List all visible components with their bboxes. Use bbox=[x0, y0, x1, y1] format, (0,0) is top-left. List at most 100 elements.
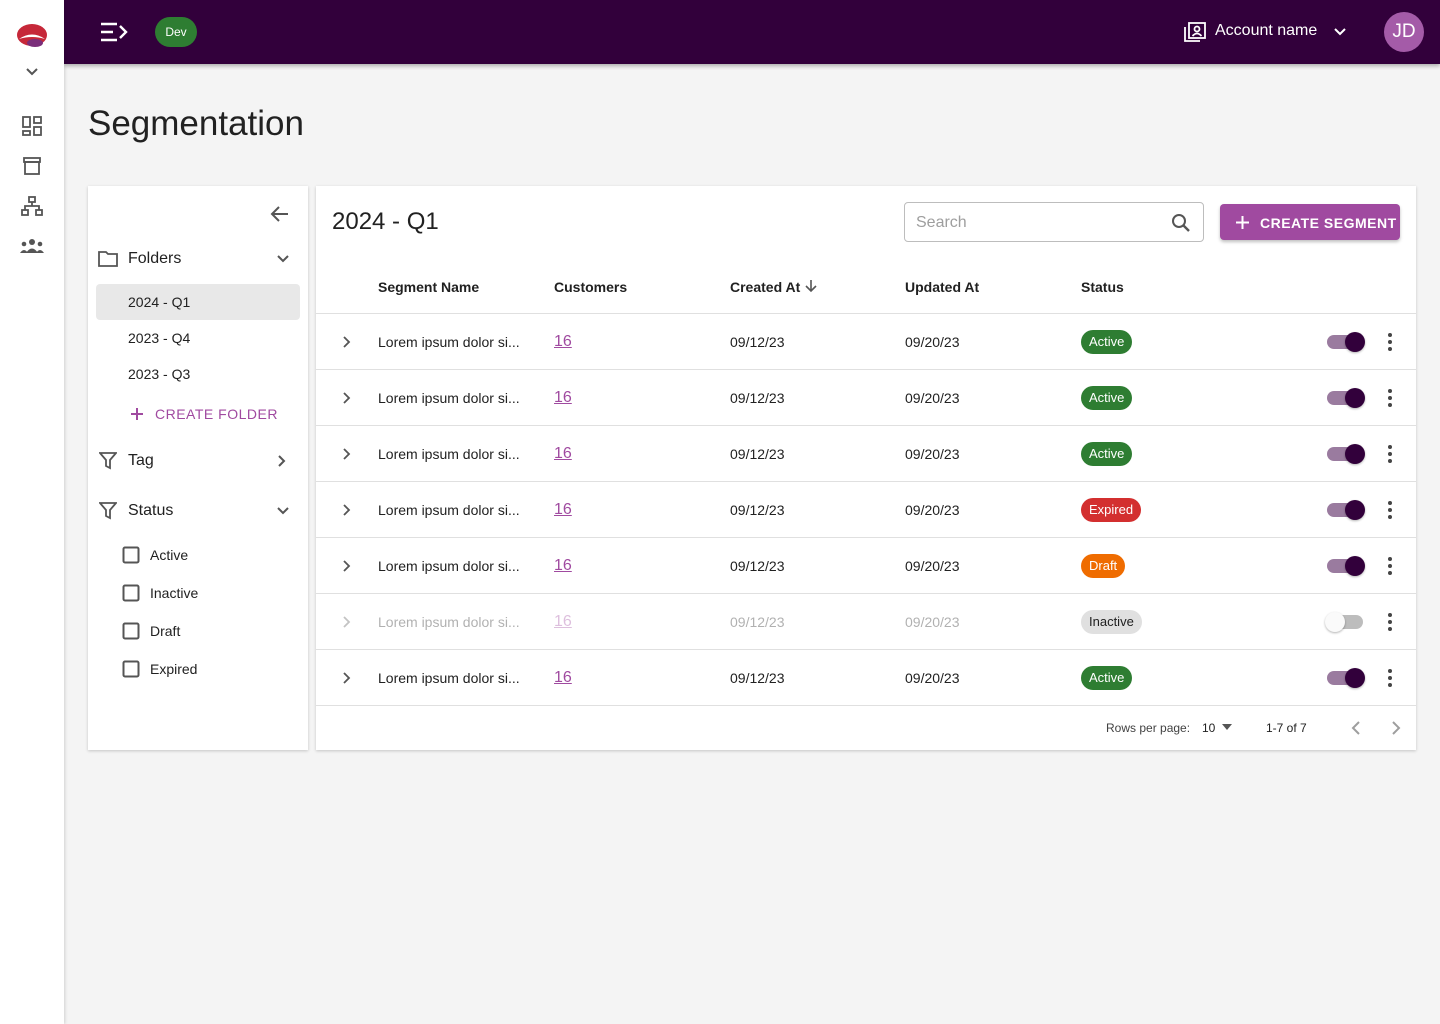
prev-page[interactable] bbox=[1350, 720, 1362, 736]
toggle[interactable] bbox=[1327, 668, 1365, 688]
row-menu[interactable] bbox=[1388, 613, 1392, 631]
expand-row[interactable] bbox=[342, 391, 352, 405]
updated-at: 09/20/23 bbox=[905, 334, 960, 350]
status-option[interactable]: Inactive bbox=[150, 585, 199, 601]
status-option[interactable]: Active bbox=[150, 547, 189, 563]
expand-row[interactable] bbox=[342, 447, 352, 461]
toggle-thumb bbox=[1345, 556, 1365, 576]
status-option[interactable]: Expired bbox=[150, 661, 198, 677]
tag-toggle[interactable] bbox=[276, 453, 288, 469]
created-at: 09/12/23 bbox=[730, 334, 785, 350]
segment-name: Lorem ipsum dolor si... bbox=[378, 334, 520, 350]
toggle-thumb bbox=[1345, 444, 1365, 464]
column-header[interactable]: Segment Name bbox=[378, 279, 480, 295]
status-option[interactable]: Draft bbox=[150, 623, 181, 639]
expand-row[interactable] bbox=[342, 671, 352, 685]
column-header[interactable]: Updated At bbox=[905, 279, 980, 295]
row-divider bbox=[316, 425, 1416, 426]
column-header[interactable]: Created At bbox=[730, 279, 801, 295]
people-icon[interactable] bbox=[20, 238, 44, 254]
next-page[interactable] bbox=[1390, 720, 1402, 736]
hierarchy-icon[interactable] bbox=[21, 196, 43, 216]
env-chip: Dev bbox=[155, 17, 197, 47]
expand-row[interactable] bbox=[342, 503, 352, 517]
toggle[interactable] bbox=[1327, 332, 1365, 352]
status-chip: Active bbox=[1081, 442, 1133, 466]
folder-item[interactable]: 2023 - Q4 bbox=[128, 330, 191, 346]
avatar[interactable]: JD bbox=[1384, 12, 1424, 52]
created-at: 09/12/23 bbox=[730, 558, 785, 574]
created-at: 09/12/23 bbox=[730, 614, 785, 630]
toggle[interactable] bbox=[1327, 556, 1365, 576]
tag-heading[interactable]: Tag bbox=[128, 452, 154, 469]
customers-link[interactable]: 16 bbox=[554, 389, 572, 406]
folder-item[interactable]: 2023 - Q3 bbox=[128, 366, 191, 382]
customers-link[interactable]: 16 bbox=[554, 613, 572, 630]
row-menu[interactable] bbox=[1388, 669, 1392, 687]
filter-icon bbox=[99, 502, 117, 520]
status-chip: Active bbox=[1081, 666, 1133, 690]
create-segment-button[interactable]: CREATE SEGMENT bbox=[1220, 204, 1400, 240]
page-title: Segmentation bbox=[88, 104, 304, 143]
customers-link[interactable]: 16 bbox=[554, 501, 572, 518]
toggle-thumb bbox=[1345, 388, 1365, 408]
row-menu[interactable] bbox=[1388, 501, 1392, 519]
checkbox[interactable] bbox=[122, 622, 140, 640]
customers-link[interactable]: 16 bbox=[554, 557, 572, 574]
search-placeholder: Search bbox=[916, 214, 967, 231]
row-menu[interactable] bbox=[1388, 389, 1392, 407]
column-header[interactable]: Status bbox=[1081, 279, 1124, 295]
customers-link[interactable]: 16 bbox=[554, 669, 572, 686]
folder-item[interactable]: 2024 - Q1 bbox=[128, 294, 191, 310]
expand-row[interactable] bbox=[342, 559, 352, 573]
checkbox[interactable] bbox=[122, 546, 140, 564]
create-folder[interactable]: CREATE FOLDER bbox=[155, 406, 278, 422]
updated-at: 09/20/23 bbox=[905, 614, 960, 630]
nav-rail bbox=[0, 0, 64, 1024]
folders-toggle[interactable] bbox=[275, 253, 291, 265]
segments-panel: 2024 - Q1 Search CREATE SEGMENT Rows per… bbox=[316, 186, 1416, 750]
segment-name: Lorem ipsum dolor si... bbox=[378, 502, 520, 518]
account-name[interactable]: Account name bbox=[1215, 22, 1318, 39]
plus-icon bbox=[1236, 216, 1249, 229]
menu-icon[interactable] bbox=[100, 22, 128, 42]
header-divider bbox=[316, 313, 1416, 314]
rows-dropdown-icon[interactable] bbox=[1222, 724, 1232, 730]
sort-icon[interactable] bbox=[805, 279, 817, 293]
toggle[interactable] bbox=[1325, 612, 1365, 632]
toggle[interactable] bbox=[1327, 388, 1365, 408]
checkbox[interactable] bbox=[122, 660, 140, 678]
search-box[interactable]: Search bbox=[904, 202, 1204, 242]
row-menu[interactable] bbox=[1388, 445, 1392, 463]
row-menu[interactable] bbox=[1388, 333, 1392, 351]
row-divider bbox=[316, 593, 1416, 594]
toggle[interactable] bbox=[1327, 444, 1365, 464]
folders-heading[interactable]: Folders bbox=[128, 250, 182, 267]
rows-per-page-label: Rows per page: bbox=[1106, 721, 1191, 735]
status-chip: Active bbox=[1081, 330, 1133, 354]
customers-link[interactable]: 16 bbox=[554, 445, 572, 462]
dashboard-icon[interactable] bbox=[22, 116, 42, 136]
account-dropdown-icon[interactable] bbox=[1332, 26, 1348, 38]
rows-per-page[interactable]: 10 bbox=[1202, 721, 1216, 735]
expand-icon[interactable] bbox=[24, 66, 40, 78]
customers-link[interactable]: 16 bbox=[554, 333, 572, 350]
toggle-thumb bbox=[1325, 612, 1345, 632]
folder-icon bbox=[98, 251, 118, 267]
row-divider bbox=[316, 481, 1416, 482]
status-heading[interactable]: Status bbox=[128, 502, 174, 519]
row-divider bbox=[316, 537, 1416, 538]
column-header[interactable]: Customers bbox=[554, 279, 628, 295]
checkbox[interactable] bbox=[122, 584, 140, 602]
toggle-thumb bbox=[1345, 668, 1365, 688]
toggle[interactable] bbox=[1327, 500, 1365, 520]
collapse-icon[interactable] bbox=[270, 205, 290, 223]
expand-row[interactable] bbox=[342, 335, 352, 349]
expand-row[interactable] bbox=[342, 615, 352, 629]
filter-panel: Folders CREATE FOLDER Tag Status 2024 - … bbox=[88, 186, 308, 750]
store-icon[interactable] bbox=[22, 156, 42, 176]
row-menu[interactable] bbox=[1388, 557, 1392, 575]
status-toggle[interactable] bbox=[275, 505, 291, 517]
page-range: 1-7 of 7 bbox=[1266, 721, 1307, 735]
